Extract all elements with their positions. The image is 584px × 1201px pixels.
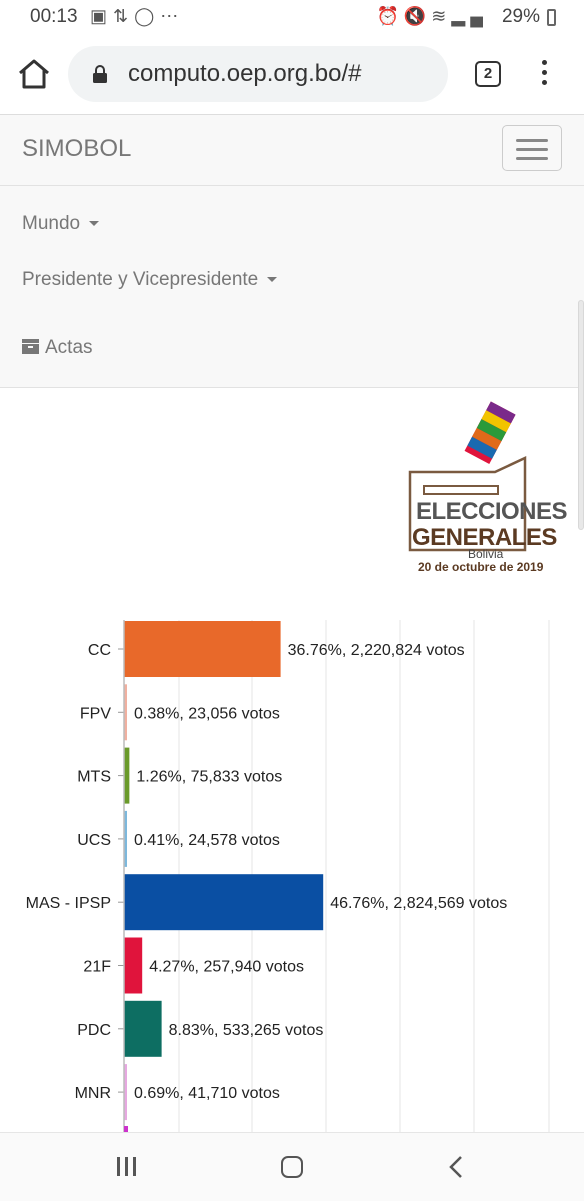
bar-mnr [124,1064,127,1121]
ballot-box-icon [408,401,527,552]
retweet-icon: ⇅ [113,6,135,26]
data-label: 1.26%, 75,833 votos [136,769,282,786]
nav-item-label: Mundo [22,213,81,234]
instagram-icon: ◯ [134,6,161,26]
navbar-divider [0,185,584,186]
more-dots-icon: ⋯ [160,6,185,26]
site-navbar: SIMOBOL Mundo Presidente y Vicepresident… [0,115,584,388]
category-label: MAS - IPSP [26,895,111,912]
data-label: 0.69%, 41,710 votos [134,1085,280,1102]
battery-level: 29% [501,6,540,27]
logo-country: Bolivia [468,547,504,561]
category-label: CC [88,642,111,659]
caret-down-icon [89,221,100,227]
category-label: FPV [80,705,111,722]
data-label: 36.76%, 2,220,824 votos [288,642,465,659]
category-label: PDC [77,1022,111,1039]
address-bar[interactable]: computo.oep.org.bo/# [68,46,448,102]
lock-icon [93,65,107,83]
bar-mts [124,747,130,804]
archive-icon [22,339,39,354]
bar-ucs [124,810,127,867]
alarm-icon: ⏰ [376,6,404,26]
data-label: 0.38%, 23,056 votos [134,705,280,722]
bar-cc [124,621,281,677]
data-label: 8.83%, 533,265 votos [169,1022,324,1039]
results-chart: CC 36.76%, 2,220,824 votos FPV 0.38%, 23,05… [26,620,550,1132]
data-label: 0.41%, 24,578 votos [134,832,280,849]
scrollbar-thumb[interactable] [578,300,584,530]
logo-date: 20 de octubre de 2019 [418,560,544,574]
category-label: MTS [77,769,111,786]
nav-item-label: Presidente y Vicepresidente [22,269,259,290]
category-label: MNR [75,1085,111,1102]
mute-icon: 🔇 [403,6,432,26]
bar-pdc [124,1000,162,1057]
results-chart-area: CC 36.76%, 2,220,824 votos FPV 0.38%, 23,05… [0,600,584,1132]
data-label: 46.76%, 2,824,569 votos [330,895,507,912]
home-icon[interactable] [16,56,52,92]
back-icon[interactable] [446,1155,466,1179]
bar-partial [124,1126,128,1132]
browser-toolbar: computo.oep.org.bo/# 2 [0,34,584,115]
system-icons: ⏰🔇≋▂▄ [376,6,488,27]
recents-icon[interactable] [117,1157,141,1181]
wifi-icon: ≋ [431,6,452,26]
nav-item-label: Actas [45,337,93,358]
bar-21f [124,937,143,994]
battery-icon [547,9,556,26]
data-label: 4.27%, 257,940 votos [149,959,304,976]
system-nav-bar [0,1132,584,1201]
hamburger-menu-button[interactable] [502,125,562,171]
bar-fpv [124,684,127,741]
nav-item-actas[interactable]: Actas [22,337,93,359]
notification-icons: ▣⇅◯⋯ [90,6,184,27]
brand-logo[interactable]: SIMOBOL [22,135,132,162]
nav-item-presidente[interactable]: Presidente y Vicepresidente [22,269,278,291]
url-text[interactable]: computo.oep.org.bo/# [128,60,362,87]
nav-item-mundo[interactable]: Mundo [22,213,100,235]
caret-down-icon [267,277,278,283]
home-circle-icon[interactable] [281,1156,303,1178]
category-label: UCS [77,832,111,849]
signal-icon: ▂▄ [451,6,488,26]
status-time: 00:13 [30,6,78,27]
status-bar: 00:13 ▣⇅◯⋯ ⏰🔇≋▂▄ 29% [0,0,584,34]
category-label: 21F [83,959,111,976]
gallery-icon: ▣ [90,6,114,26]
browser-menu-icon[interactable] [536,60,552,90]
tab-switcher-button[interactable]: 2 [475,61,501,87]
logo-title-line1: ELECCIONES [416,498,568,525]
bar-mas-ipsp [124,874,324,931]
elecciones-logo: ELECCIONES GENERALES Bolivia 20 de octub… [400,400,568,580]
logo-title-line2: GENERALES [412,524,557,551]
